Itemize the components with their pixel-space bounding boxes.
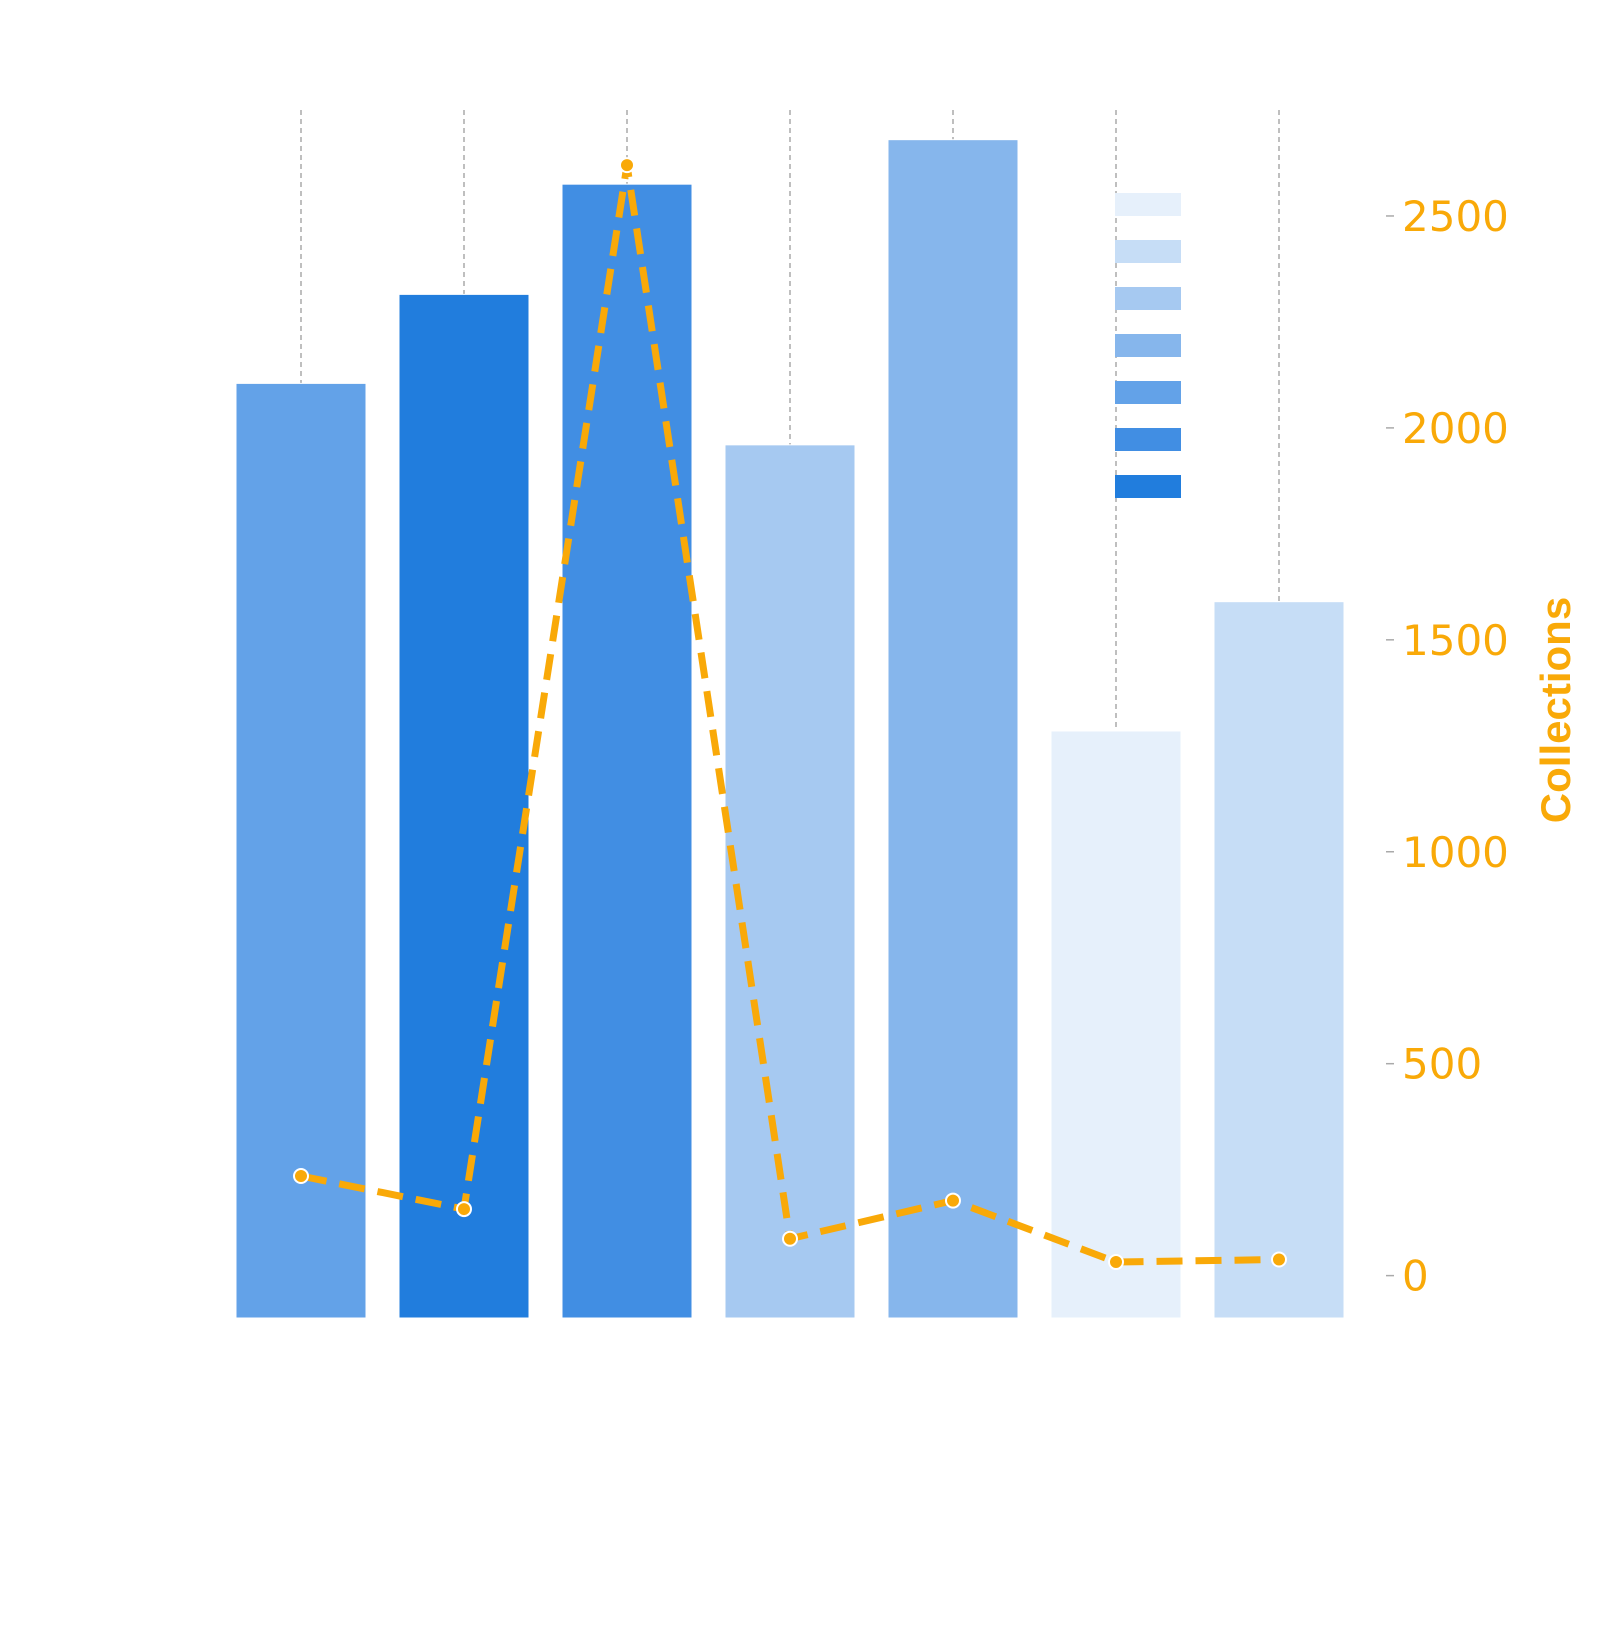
bar-7 [1213, 601, 1345, 1319]
line-point-1 [293, 1168, 309, 1185]
legend-swatch-6 [1115, 428, 1181, 451]
legend-swatch-5 [1115, 381, 1181, 404]
right-axis-tick-label-3: 1000 [1402, 828, 1509, 877]
right-axis-title: Collections [1532, 597, 1579, 823]
legend [1115, 193, 1181, 498]
right-axis: Collections 0 500 1000 1500 2000 2500 [1386, 192, 1579, 1301]
line-series [293, 157, 1287, 1271]
legend-swatch-7 [1115, 475, 1181, 498]
line-point-2 [456, 1201, 472, 1218]
legend-swatch-2 [1115, 240, 1181, 263]
bar-2 [398, 293, 530, 1319]
bar-4 [724, 444, 856, 1319]
bar-series [235, 139, 1345, 1319]
line-point-6 [1108, 1254, 1124, 1271]
line-point-5 [945, 1192, 961, 1209]
bar-3 [561, 183, 693, 1319]
legend-swatch-4 [1115, 334, 1181, 357]
legend-swatch-3 [1115, 287, 1181, 310]
right-axis-tick-label-1: 0 [1402, 1252, 1429, 1301]
line-point-4 [782, 1230, 798, 1247]
right-axis-tick-label-5: 2000 [1402, 404, 1509, 453]
right-axis-tick-label-4: 1500 [1402, 616, 1509, 665]
line-point-7 [1271, 1251, 1287, 1268]
bar-1 [235, 382, 367, 1319]
right-axis-tick-label-6: 2500 [1402, 192, 1509, 241]
legend-swatch-1 [1115, 193, 1181, 216]
bar-6 [1050, 730, 1182, 1319]
line-point-3 [619, 157, 635, 174]
right-axis-tick-label-2: 500 [1402, 1040, 1482, 1089]
bar-5 [887, 139, 1019, 1319]
